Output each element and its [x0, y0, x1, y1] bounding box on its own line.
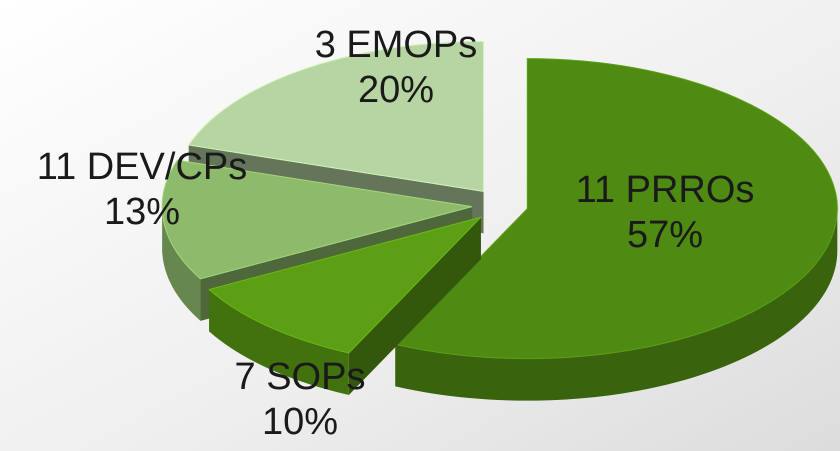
slice [187, 40, 485, 192]
slice-label: 11 PRROs [576, 169, 755, 211]
slice-label: 3 EMOPs [315, 24, 478, 66]
slice [161, 159, 473, 280]
slice-label: 7 SOPs [235, 356, 366, 398]
slice-wall [395, 208, 838, 401]
value-label: 13% [104, 191, 180, 233]
slice [394, 58, 838, 360]
slice [208, 216, 483, 354]
slice-wall [209, 289, 349, 395]
pie [161, 40, 838, 401]
value-label: 57% [627, 214, 703, 256]
value-label: 20% [358, 69, 434, 111]
slice-label: 11 DEV/CPs [37, 146, 247, 188]
value-label: 10% [262, 401, 338, 443]
slice-wall [162, 206, 201, 321]
